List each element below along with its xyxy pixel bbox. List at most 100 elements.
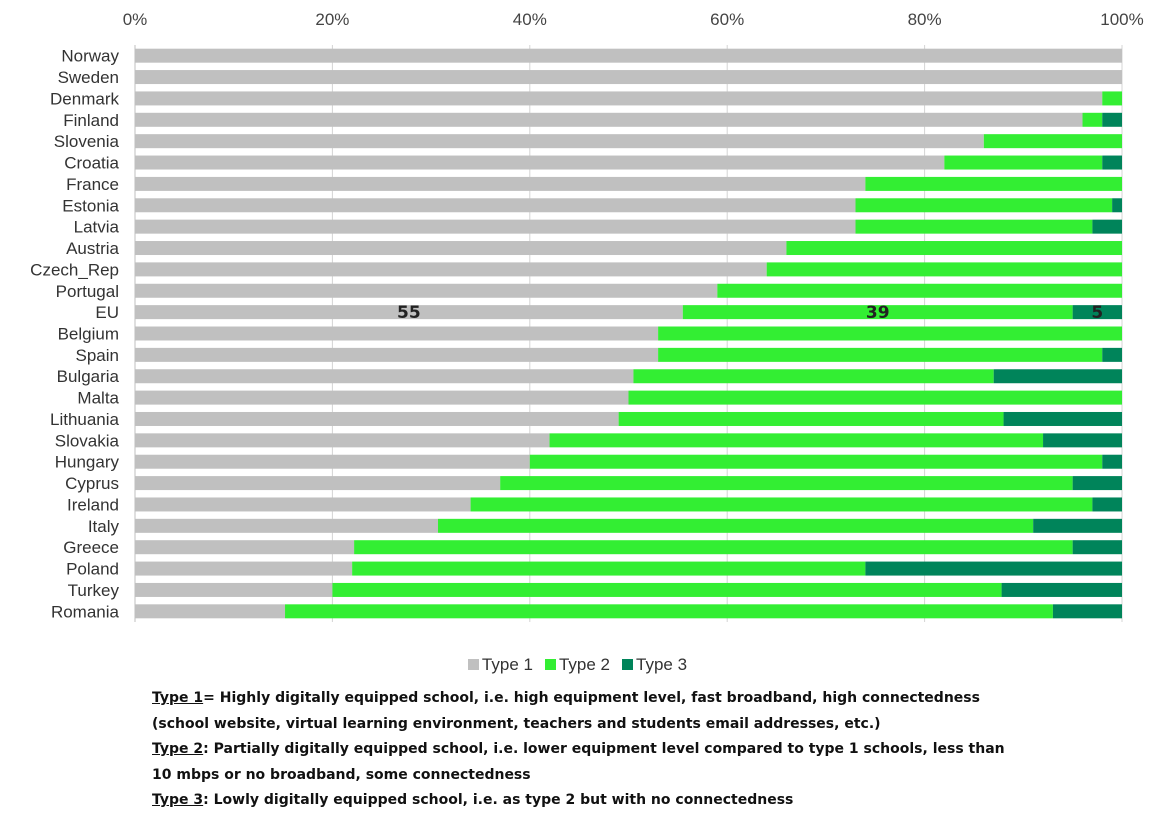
bar-type-3 (1102, 155, 1122, 170)
bar-type-3 (993, 369, 1122, 384)
bar-type-1 (135, 283, 718, 298)
bar-type-1 (135, 155, 945, 170)
y-tick-label: Italy (88, 517, 120, 536)
bar-type-2 (352, 561, 866, 576)
y-tick-label: Norway (61, 47, 119, 66)
bar-type-1 (135, 390, 629, 405)
bar-type-1 (135, 70, 1122, 85)
legend-label: Type 1 (481, 655, 533, 674)
legend-item: Type 2 (544, 655, 611, 675)
y-tick-label: Turkey (68, 581, 120, 600)
bar-type-2 (618, 411, 1004, 426)
bar-type-2 (1082, 112, 1103, 127)
note-separator: : (203, 741, 209, 757)
y-tick-label: Romania (51, 602, 120, 621)
y-tick-label: Estonia (62, 196, 119, 215)
stacked-bar-chart: 0% 20% 40% 60% 80% 100% Norway Sweden Denmark Fin… (30, 10, 1144, 622)
bar-type-2 (438, 518, 1034, 533)
y-tick-label: Latvia (74, 218, 120, 237)
note-text: Lowly digitally equipped school, i.e. as… (208, 792, 794, 808)
bar-type-1 (135, 518, 439, 533)
bar-type-1 (135, 582, 333, 597)
legend-swatch (467, 659, 479, 670)
bar-type-2 (865, 176, 1122, 191)
bar-type-2 (944, 155, 1103, 170)
bar-type-1 (135, 561, 353, 576)
bar-type-2 (658, 326, 1122, 341)
y-tick-label: Greece (63, 538, 119, 557)
y-tick-label: Czech_Rep (30, 260, 119, 279)
bar-type-1 (135, 411, 619, 426)
chart-legend: Type 1 Type 2 Type 3 (0, 655, 1155, 675)
note-separator: : (203, 792, 209, 808)
y-tick-label: Cyprus (65, 474, 119, 493)
note-type-name: Type 1 (152, 690, 204, 706)
note-line: Type 1= Highly digitally equipped school… (152, 686, 1142, 712)
x-tick-label: 100% (1100, 10, 1143, 29)
bar-type-2 (786, 241, 1122, 256)
y-tick-label: Ireland (67, 495, 119, 514)
x-tick-label: 20% (315, 10, 349, 29)
y-tick-label: Austria (66, 239, 119, 258)
bar-type-3 (1052, 604, 1122, 619)
bar-type-2 (658, 347, 1103, 362)
bar-type-2 (332, 582, 1002, 597)
bar-type-2 (549, 433, 1044, 448)
bar-type-3 (1072, 305, 1122, 320)
bar-type-1 (135, 112, 1083, 127)
bar-type-1 (135, 176, 866, 191)
x-tick-label: 60% (710, 10, 744, 29)
y-tick-label: Belgium (58, 325, 119, 344)
bar-type-1 (135, 540, 355, 555)
y-tick-label: EU (95, 303, 119, 322)
bar-type-1 (135, 134, 984, 149)
note-line: 10 mbps or no broadband, some connectedn… (152, 763, 1142, 789)
bar-type-3 (1102, 112, 1122, 127)
bar-type-2 (628, 390, 1122, 405)
bar-type-2 (529, 454, 1103, 469)
y-tick-label: Slovakia (55, 431, 120, 450)
note-text: Partially digitally equipped school, i.e… (208, 741, 1005, 757)
y-tick-label: Croatia (64, 154, 119, 173)
bar-type-1 (135, 497, 471, 512)
y-tick-label: Hungary (55, 453, 120, 472)
bar-type-1 (135, 326, 659, 341)
bar-type-2 (354, 540, 1073, 555)
bar-type-3 (1003, 411, 1122, 426)
bar-type-2 (470, 497, 1093, 512)
data-label: 5 (1091, 303, 1103, 323)
bar-type-1 (135, 241, 787, 256)
bar-type-2 (1102, 91, 1122, 106)
y-tick-label: Portugal (56, 282, 119, 301)
data-label: 55 (397, 303, 421, 323)
type-definitions: Type 1= Highly digitally equipped school… (152, 686, 1142, 814)
legend-swatch (544, 659, 556, 670)
bar-type-1 (135, 433, 550, 448)
bar-type-1 (135, 198, 856, 213)
bar-type-2 (766, 262, 1122, 277)
bar-type-3 (1092, 497, 1122, 512)
bar-type-1 (135, 48, 1122, 63)
bar-type-1 (135, 476, 501, 491)
y-tick-label: Denmark (50, 89, 119, 108)
bar-type-2 (983, 134, 1122, 149)
y-tick-label: Slovenia (54, 132, 120, 151)
note-line: Type 2: Partially digitally equipped sch… (152, 737, 1142, 763)
bar-type-1 (135, 219, 856, 234)
bar-type-2 (855, 198, 1113, 213)
note-text: 10 mbps or no broadband, some connectedn… (152, 766, 531, 783)
bar-type-2 (855, 219, 1093, 234)
note-line: Type 3: Lowly digitally equipped school,… (152, 788, 1142, 814)
note-text: (school website, virtual learning enviro… (152, 715, 881, 732)
bar-type-2 (682, 305, 1073, 320)
legend-item: Type 1 (467, 655, 533, 675)
bar-type-3 (1102, 454, 1122, 469)
legend-label: Type 2 (558, 655, 611, 674)
y-tick-label: France (66, 175, 119, 194)
bar-type-3 (1102, 347, 1122, 362)
y-tick-label: Spain (76, 346, 119, 365)
note-text: Highly digitally equipped school, i.e. h… (214, 690, 980, 706)
bar-type-1 (135, 454, 530, 469)
bar-type-3 (865, 561, 1122, 576)
bar-type-2 (285, 604, 1053, 619)
